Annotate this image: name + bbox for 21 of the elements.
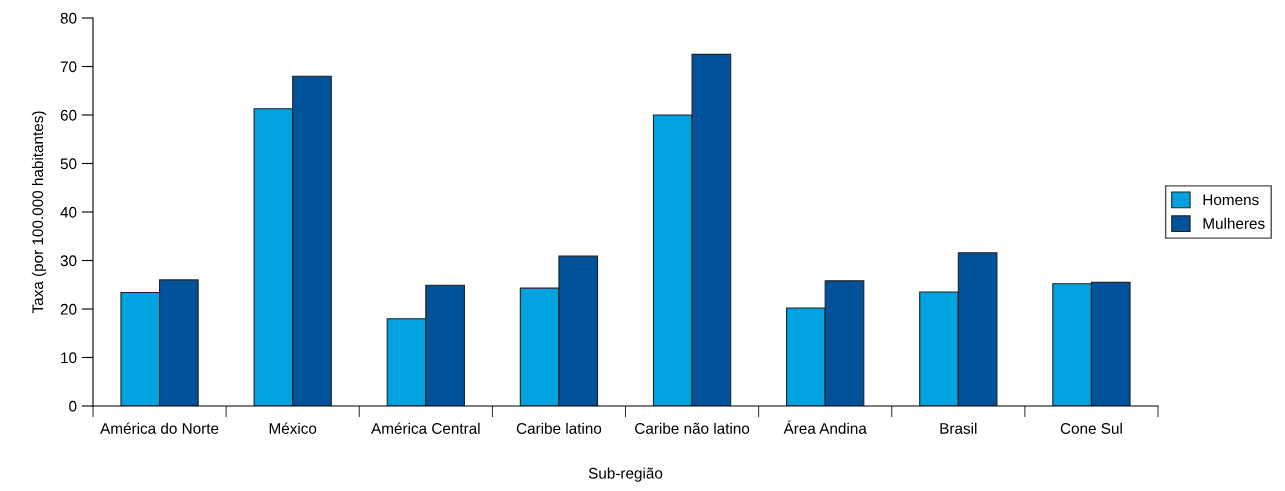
- y-tick-label: 30: [60, 255, 77, 267]
- y-tick-label: 20: [60, 303, 77, 315]
- y-tick-label: 50: [60, 158, 77, 170]
- y-tick-label: 40: [60, 206, 77, 218]
- y-tick-label: 70: [60, 61, 77, 73]
- y-axis-title: Taxa (por 100.000 habitantes): [31, 111, 47, 314]
- x-tick-label: Brasil: [940, 422, 977, 434]
- y-tick-label: 60: [60, 109, 77, 121]
- legend-label: Mulheres: [1203, 217, 1265, 229]
- x-tick-label: Cone Sul: [1060, 422, 1122, 434]
- x-tick-label: Caribe latino: [516, 422, 602, 434]
- x-tick-label: América Central: [371, 422, 480, 434]
- y-tick-label: 10: [61, 352, 77, 364]
- y-tick-label: 80: [60, 12, 77, 24]
- x-tick-label: América do Norte: [100, 422, 219, 434]
- x-tick-label: México: [269, 422, 317, 434]
- legend-label: Homens: [1203, 194, 1259, 206]
- y-tick-label: 0: [69, 400, 77, 412]
- x-tick-label: Caribe não latino: [635, 422, 750, 434]
- x-axis-title: Sub-região: [588, 467, 663, 482]
- x-tick-label: Área Andina: [783, 420, 867, 434]
